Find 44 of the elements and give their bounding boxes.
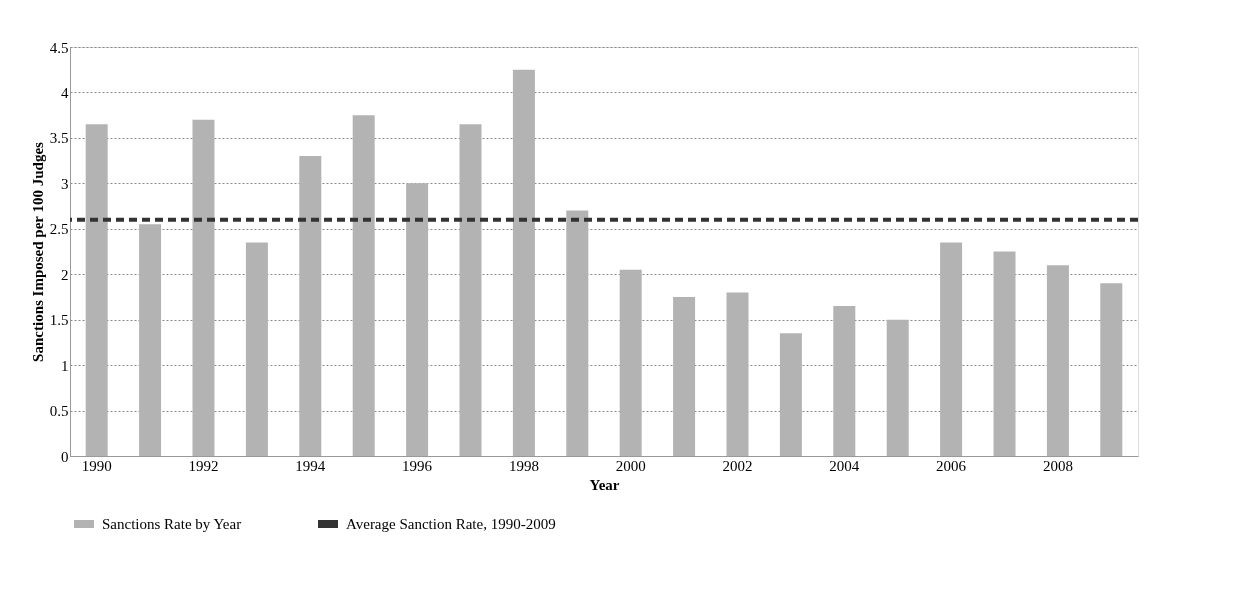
y-tick-label: 2.5 xyxy=(49,221,69,238)
x-tick-label: 2002 xyxy=(722,457,753,474)
bar xyxy=(779,333,802,456)
bar xyxy=(245,242,268,456)
y-tick-label: 2 xyxy=(61,266,69,283)
bar xyxy=(459,124,482,456)
y-tick-label: 4 xyxy=(61,84,69,101)
x-tick-label: 1992 xyxy=(188,457,219,474)
bar xyxy=(352,115,375,456)
bar xyxy=(566,210,589,456)
bar xyxy=(673,296,696,456)
bar xyxy=(833,306,856,456)
bar xyxy=(85,124,108,456)
bar xyxy=(299,156,322,456)
bar xyxy=(886,319,909,456)
bar xyxy=(512,69,535,456)
bar xyxy=(1100,283,1123,456)
bar xyxy=(726,292,749,456)
x-tick-label: 1990 xyxy=(81,457,112,474)
y-tick-label: 0 xyxy=(61,448,69,465)
bar xyxy=(192,119,215,456)
x-tick-label: 1994 xyxy=(295,457,326,474)
bar xyxy=(406,183,429,456)
legend-label: Average Sanction Rate, 1990-2009 xyxy=(346,516,556,532)
bar xyxy=(619,269,642,456)
x-tick-label: 2000 xyxy=(615,457,646,474)
y-tick-label: 3.5 xyxy=(49,130,69,147)
y-tick-label: 1 xyxy=(61,357,69,374)
x-tick-label: 1996 xyxy=(402,457,433,474)
legend-label: Sanctions Rate by Year xyxy=(102,516,242,532)
y-axis-title: Sanctions Imposed per 100 Judges xyxy=(29,141,46,362)
bar xyxy=(993,251,1016,456)
x-tick-label: 2004 xyxy=(829,457,860,474)
x-axis-title: Year xyxy=(589,476,620,493)
y-tick-label: 1.5 xyxy=(49,312,69,329)
x-tick-label: 2008 xyxy=(1042,457,1073,474)
y-tick-label: 3 xyxy=(61,175,69,192)
y-tick-label: 4.5 xyxy=(49,39,69,56)
x-tick-label: 1998 xyxy=(508,457,539,474)
x-tick-label: 2006 xyxy=(936,457,967,474)
bar xyxy=(940,242,963,456)
bar xyxy=(1046,265,1069,456)
bar xyxy=(139,224,162,456)
y-tick-label: 0.5 xyxy=(49,403,69,420)
